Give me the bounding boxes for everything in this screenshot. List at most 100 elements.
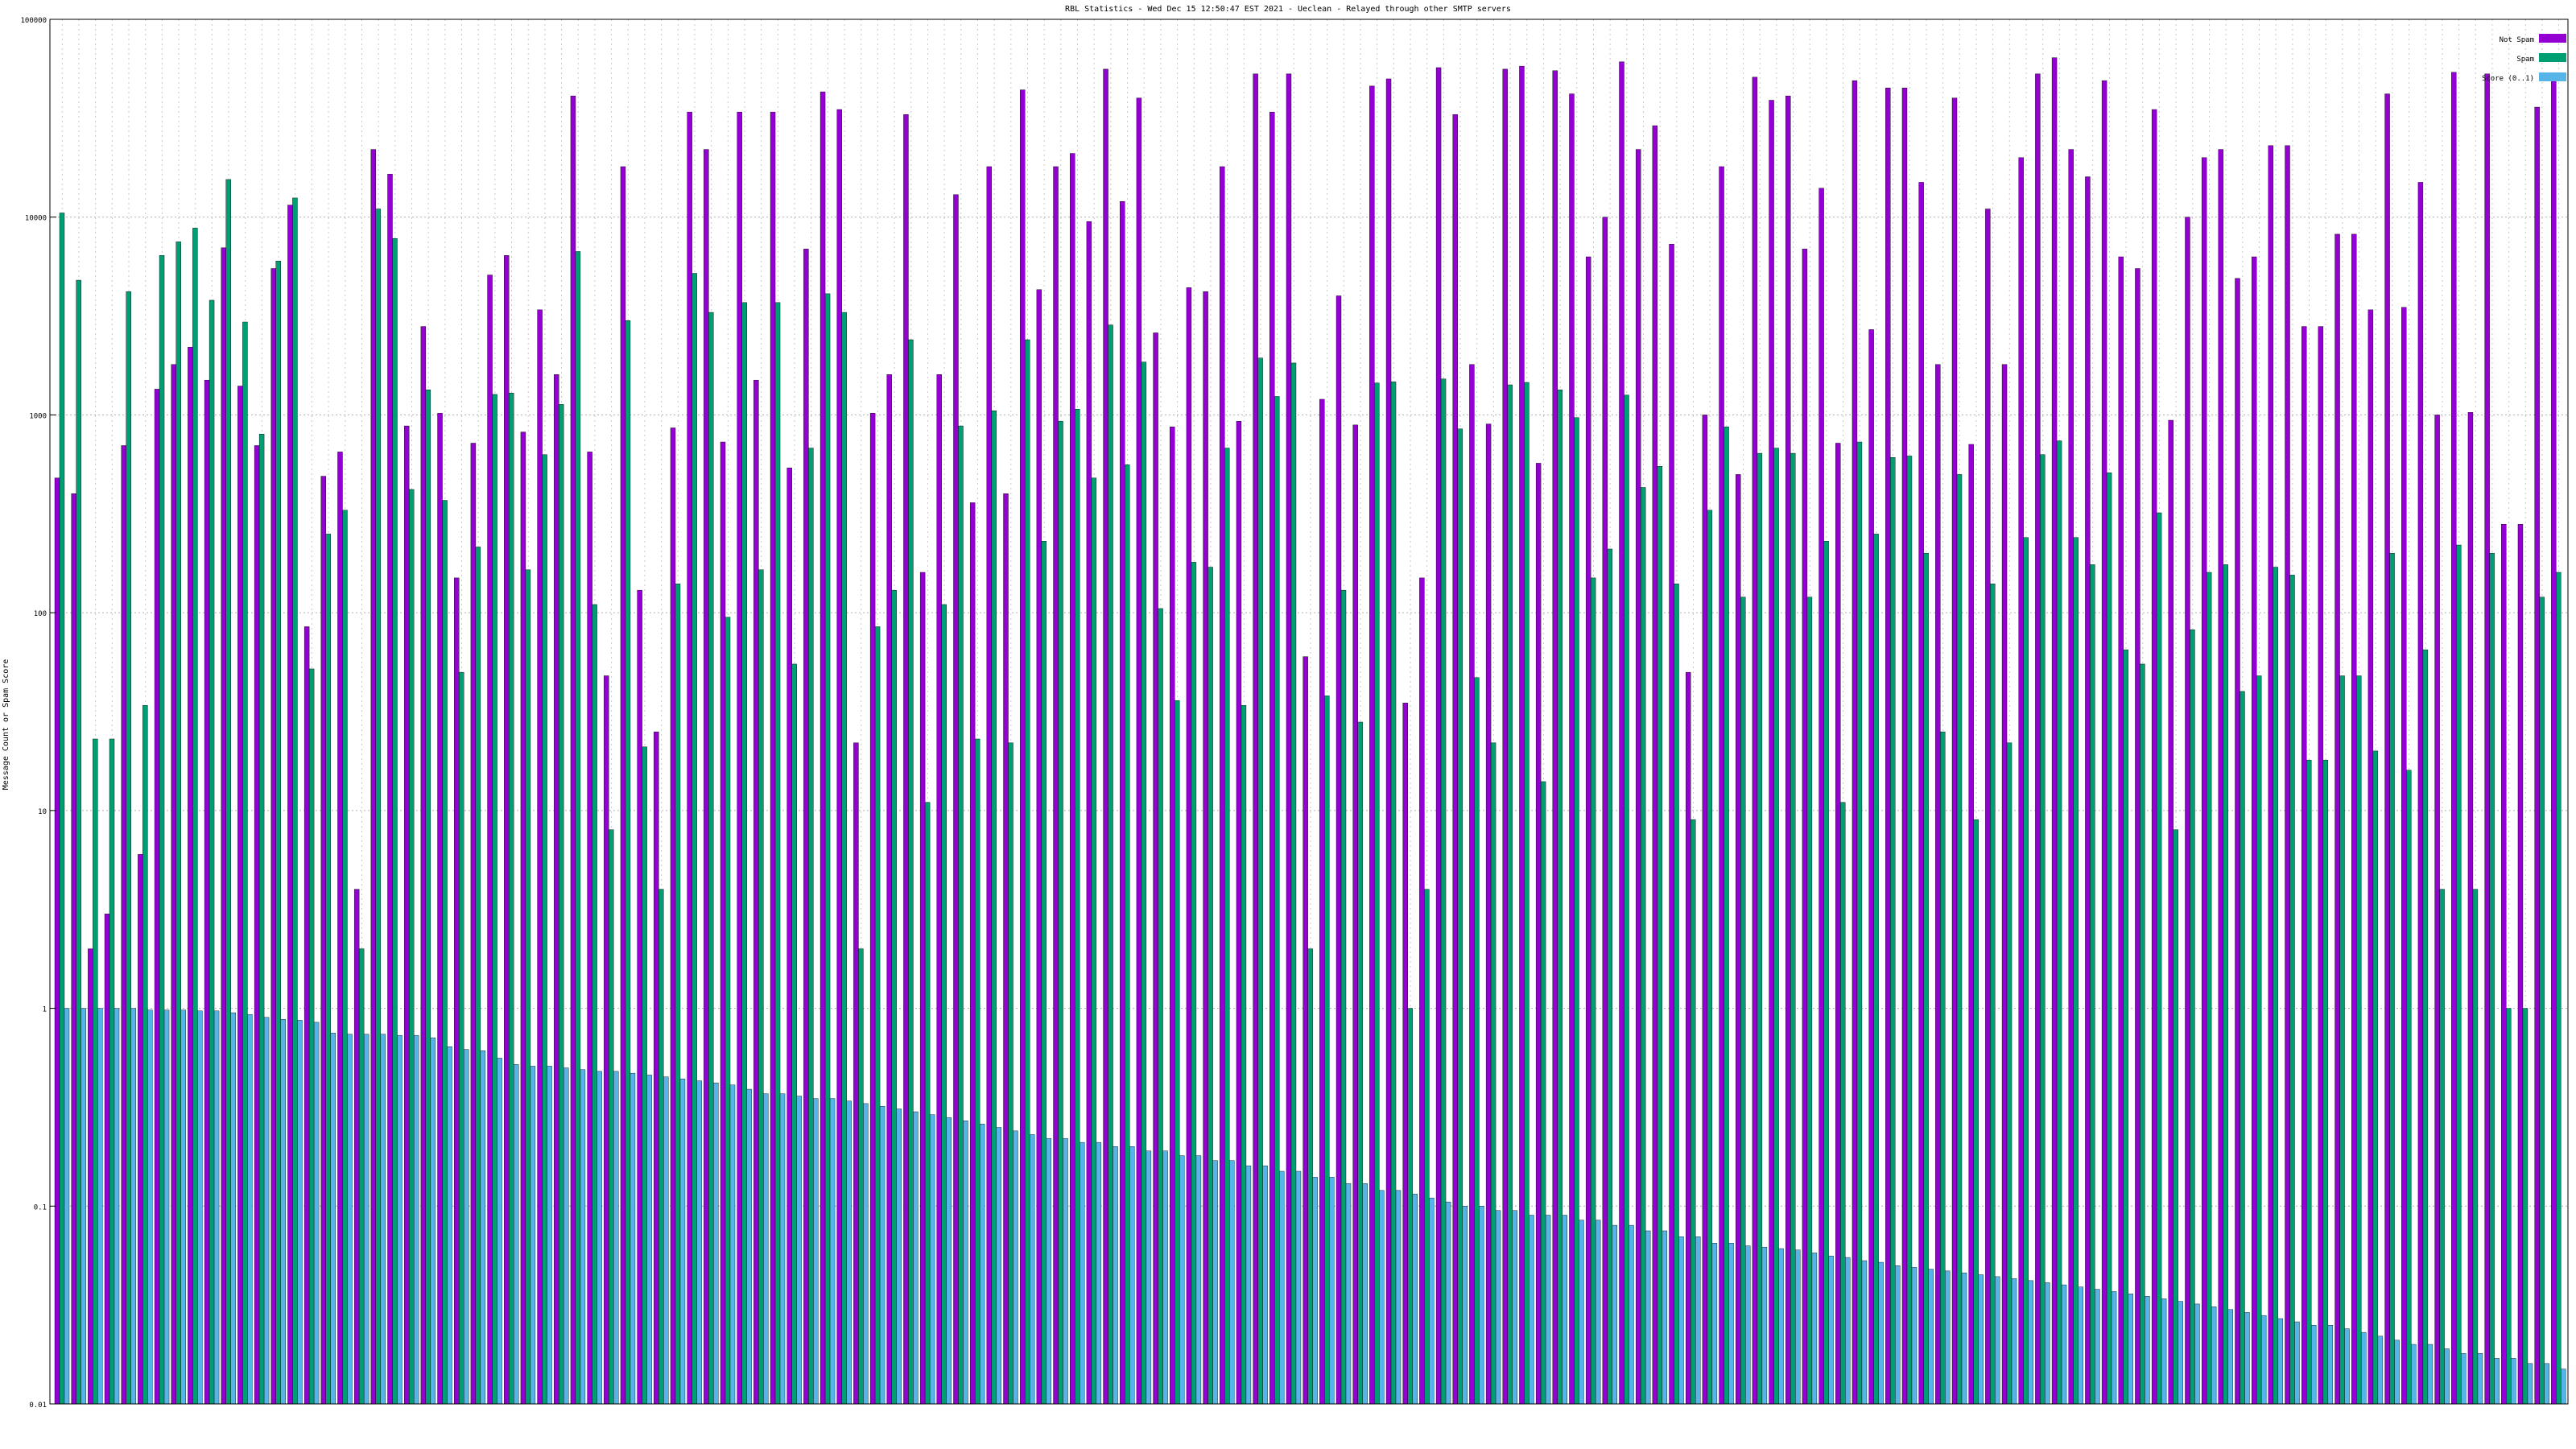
- bar-s2-105: [1811, 1253, 1818, 1405]
- bar-s1-86: [1490, 742, 1496, 1405]
- bar-s1-31: [575, 251, 581, 1405]
- bar-s1-91: [1574, 417, 1579, 1405]
- bar-s2-71: [1245, 1165, 1252, 1405]
- bar-s0-94: [1619, 61, 1624, 1405]
- bar-s0-42: [753, 379, 759, 1405]
- bar-s2-139: [2377, 1335, 2384, 1405]
- bar-s0-91: [1569, 93, 1575, 1405]
- bar-s1-0: [59, 213, 65, 1405]
- bar-s0-24: [454, 577, 460, 1405]
- bar-s0-122: [2085, 176, 2091, 1405]
- bar-s2-126: [2161, 1298, 2167, 1405]
- bar-s2-42: [763, 1093, 769, 1405]
- bar-s0-111: [1901, 88, 1908, 1405]
- bar-s1-142: [2422, 649, 2429, 1405]
- bar-s0-103: [1769, 100, 1774, 1405]
- y-tick-label-1: 0.1: [34, 1203, 47, 1212]
- bar-s0-59: [1036, 289, 1042, 1405]
- bar-s2-62: [1096, 1141, 1102, 1405]
- bar-s1-44: [791, 663, 797, 1405]
- bar-s2-102: [1761, 1247, 1768, 1405]
- bar-s2-127: [2178, 1301, 2183, 1405]
- bar-s0-48: [853, 742, 859, 1405]
- bar-s1-150: [2556, 572, 2562, 1405]
- bar-s2-52: [929, 1114, 935, 1405]
- bar-s2-53: [946, 1117, 952, 1405]
- bar-s0-29: [537, 309, 543, 1405]
- bar-s0-137: [2334, 233, 2340, 1405]
- bar-s1-75: [1307, 948, 1313, 1405]
- bar-s0-88: [1519, 65, 1525, 1405]
- bar-s0-69: [1203, 291, 1208, 1405]
- bar-s0-27: [504, 255, 510, 1405]
- bar-s2-20: [397, 1034, 402, 1405]
- bar-s2-149: [2544, 1363, 2549, 1405]
- bar-s2-74: [1295, 1170, 1302, 1405]
- bar-s0-56: [986, 166, 993, 1405]
- bar-s1-22: [425, 389, 431, 1405]
- bar-s2-90: [1562, 1215, 1567, 1405]
- bar-s2-59: [1046, 1137, 1052, 1405]
- bar-s1-8: [192, 228, 198, 1405]
- bar-s1-100: [1724, 427, 1729, 1405]
- bar-s1-3: [109, 738, 115, 1405]
- bar-s1-88: [1524, 382, 1530, 1405]
- bar-s2-32: [597, 1071, 602, 1405]
- bar-s0-38: [687, 111, 692, 1405]
- bar-s1-144: [2456, 544, 2462, 1405]
- legend-swatch-1: [2539, 53, 2566, 62]
- bar-s0-12: [254, 445, 260, 1405]
- bar-s0-25: [470, 443, 477, 1405]
- bar-s2-13: [280, 1019, 286, 1405]
- bar-s0-104: [1785, 95, 1791, 1405]
- bar-s2-124: [2128, 1294, 2133, 1405]
- bar-s1-84: [1457, 428, 1463, 1405]
- bar-s1-30: [559, 404, 564, 1405]
- bar-s1-114: [1956, 474, 1963, 1405]
- bar-s0-58: [1019, 89, 1026, 1405]
- bar-s0-127: [2168, 419, 2174, 1405]
- bar-s1-37: [675, 584, 681, 1405]
- bar-s1-77: [1340, 589, 1347, 1405]
- bar-s1-15: [308, 668, 315, 1405]
- bar-s2-81: [1412, 1194, 1418, 1405]
- bar-s0-131: [2235, 278, 2240, 1405]
- bar-s1-98: [1690, 819, 1696, 1405]
- bar-s0-52: [919, 572, 926, 1405]
- bar-s1-117: [2006, 742, 2013, 1405]
- bar-s1-33: [609, 829, 614, 1405]
- bar-s1-50: [891, 589, 897, 1405]
- bar-s0-141: [2401, 307, 2407, 1405]
- bar-s2-61: [1079, 1141, 1085, 1405]
- bar-s1-57: [1008, 742, 1013, 1405]
- bar-s1-52: [924, 802, 931, 1405]
- bar-s0-78: [1352, 424, 1358, 1405]
- bar-s1-29: [542, 454, 547, 1405]
- bar-s2-111: [1911, 1267, 1918, 1405]
- bar-s1-103: [1773, 448, 1779, 1405]
- bar-s0-16: [320, 476, 327, 1405]
- bar-s2-98: [1695, 1236, 1701, 1405]
- bar-s0-47: [836, 109, 842, 1405]
- bar-s0-109: [1868, 329, 1874, 1405]
- y-tick-label-3: 10: [38, 808, 47, 816]
- bar-s1-47: [841, 312, 847, 1405]
- bar-s2-8: [197, 1010, 203, 1405]
- bar-s2-28: [530, 1066, 536, 1405]
- bar-s2-29: [547, 1066, 552, 1405]
- bar-s2-21: [413, 1034, 419, 1405]
- bar-s1-90: [1557, 389, 1563, 1405]
- bar-s1-10: [225, 179, 231, 1405]
- bar-s1-23: [442, 500, 448, 1405]
- bar-s2-64: [1129, 1146, 1135, 1405]
- bar-s2-145: [2477, 1353, 2483, 1405]
- bar-s1-16: [325, 534, 331, 1405]
- bar-s2-83: [1445, 1201, 1451, 1405]
- bar-s2-96: [1662, 1230, 1668, 1405]
- y-tick-label-0: 0.01: [29, 1402, 47, 1410]
- y-tick-label-2: 1: [43, 1006, 47, 1014]
- bar-s1-19: [375, 208, 382, 1405]
- bar-s0-117: [2001, 364, 2008, 1405]
- bar-s0-19: [370, 149, 377, 1405]
- bar-s1-21: [408, 489, 415, 1405]
